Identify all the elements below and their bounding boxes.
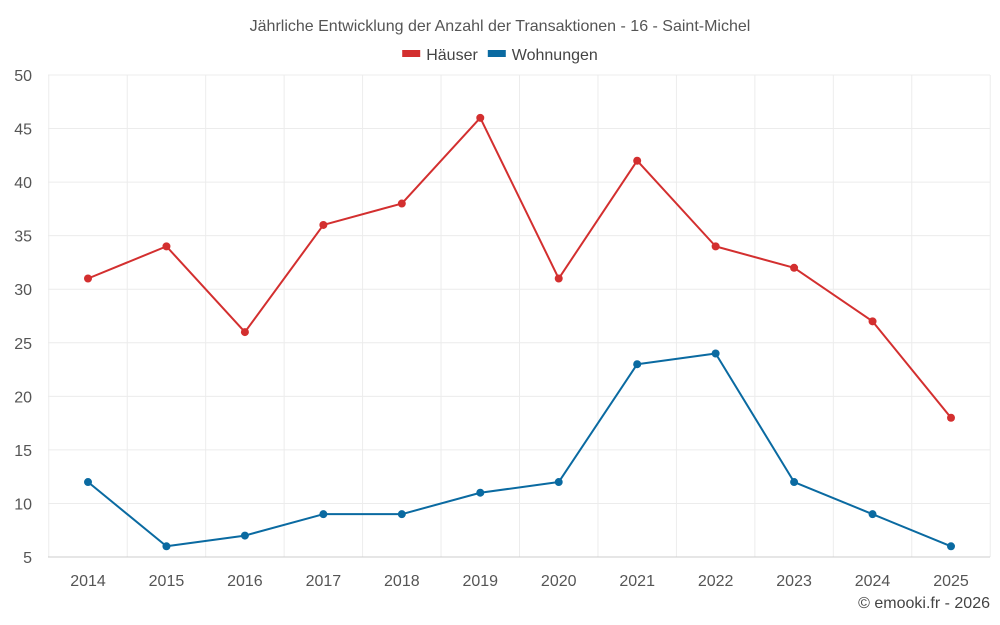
data-point[interactable] xyxy=(554,274,563,283)
x-tick-label: 2014 xyxy=(70,573,106,590)
y-tick-label: 20 xyxy=(14,389,32,406)
data-point[interactable] xyxy=(790,263,799,272)
data-point[interactable] xyxy=(397,199,406,208)
y-axis: 5 10 15 20 25 30 35 40 45 50 xyxy=(14,68,32,567)
legend-label: Häuser xyxy=(426,47,478,64)
series-line xyxy=(87,352,952,548)
data-point[interactable] xyxy=(790,478,799,487)
data-point[interactable] xyxy=(476,488,485,497)
data-point[interactable] xyxy=(554,478,563,487)
series-layer xyxy=(84,113,955,551)
y-tick-label: 5 xyxy=(23,550,32,567)
x-tick-label: 2022 xyxy=(698,573,734,590)
grid xyxy=(48,74,991,557)
x-axis: 2014 2015 2016 2017 2018 2019 2020 2021 2022 2023… xyxy=(48,556,990,590)
legend-swatch xyxy=(487,50,506,57)
y-tick-label: 10 xyxy=(14,496,32,513)
y-tick-label: 15 xyxy=(14,443,32,460)
data-point[interactable] xyxy=(397,510,406,519)
data-point[interactable] xyxy=(633,156,642,165)
data-point[interactable] xyxy=(711,242,720,251)
data-point[interactable] xyxy=(319,510,328,519)
data-point[interactable] xyxy=(162,542,171,551)
series-group xyxy=(84,113,955,422)
y-tick-label: 25 xyxy=(14,336,32,353)
data-point[interactable] xyxy=(711,349,720,358)
x-tick-label: 2019 xyxy=(462,573,498,590)
chart-title: Jährliche Entwicklung der Anzahl der Tra… xyxy=(250,18,751,35)
x-tick-label: 2015 xyxy=(149,573,185,590)
data-point[interactable] xyxy=(319,220,328,229)
data-point[interactable] xyxy=(868,510,877,519)
y-tick-label: 35 xyxy=(14,229,32,246)
copyright-credit: © emooki.fr - 2026 xyxy=(858,595,990,612)
x-tick-label: 2017 xyxy=(306,573,342,590)
data-point[interactable] xyxy=(868,317,877,326)
x-tick-label: 2018 xyxy=(384,573,420,590)
x-tick-label: 2016 xyxy=(227,573,263,590)
x-tick-label: 2021 xyxy=(619,573,655,590)
data-point[interactable] xyxy=(633,360,642,369)
legend: Häuser Wohnungen xyxy=(402,47,598,64)
legend-label: Wohnungen xyxy=(512,47,598,64)
data-point[interactable] xyxy=(162,242,171,251)
x-tick-label: 2025 xyxy=(933,573,969,590)
series-line xyxy=(87,116,952,419)
y-tick-label: 45 xyxy=(14,122,32,139)
data-point[interactable] xyxy=(240,531,249,540)
y-tick-label: 30 xyxy=(14,282,32,299)
x-tick-label: 2023 xyxy=(776,573,812,590)
data-point[interactable] xyxy=(84,274,92,283)
y-tick-label: 50 xyxy=(14,68,32,85)
legend-item[interactable]: Häuser xyxy=(402,47,478,64)
legend-item[interactable]: Wohnungen xyxy=(487,47,598,64)
data-point[interactable] xyxy=(947,542,955,551)
data-point[interactable] xyxy=(84,478,92,487)
series-group xyxy=(84,349,955,551)
x-tick-label: 2020 xyxy=(541,573,577,590)
x-tick-label: 2024 xyxy=(855,573,891,590)
y-tick-label: 40 xyxy=(14,175,32,192)
legend-swatch xyxy=(402,50,421,57)
data-point[interactable] xyxy=(947,413,955,422)
data-point[interactable] xyxy=(476,113,485,122)
data-point[interactable] xyxy=(240,328,249,337)
